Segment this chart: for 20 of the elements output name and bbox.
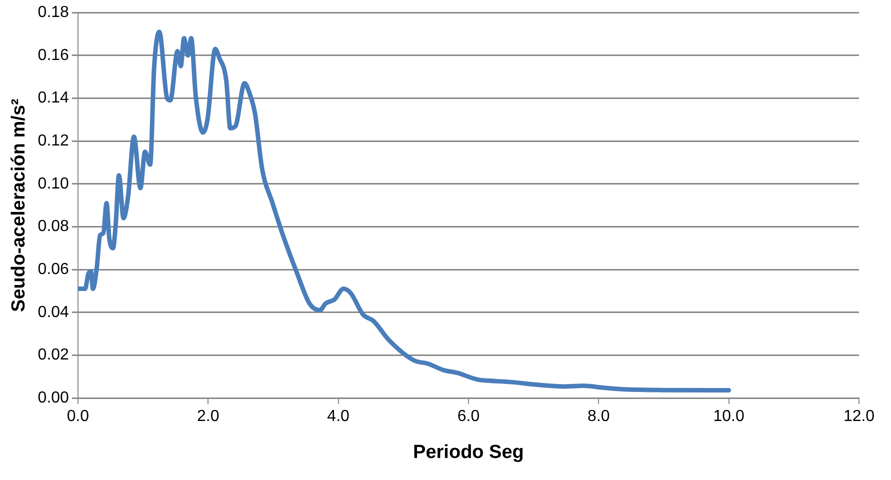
x-tick-label: 6.0 (457, 408, 480, 426)
x-tick-label: 2.0 (196, 408, 220, 426)
x-tick-label: 10.0 (713, 408, 744, 426)
x-tick-label: 0.0 (66, 408, 90, 426)
y-tick-label: 0.12 (38, 132, 70, 150)
y-tick-label: 0.06 (38, 260, 70, 278)
y-tick-label: 0.04 (38, 304, 70, 321)
x-tick-label: 8.0 (588, 408, 610, 426)
y-tick-label: 0.14 (38, 90, 70, 107)
y-tick-label: 0.18 (38, 4, 70, 22)
y-tick-label: 0.08 (38, 218, 70, 236)
y-tick-label: 0.00 (38, 389, 70, 406)
y-tick-label: 0.16 (38, 46, 70, 64)
y-tick-label: 0.10 (38, 175, 70, 192)
x-axis-title: Periodo Seg (413, 442, 524, 463)
x-tick-label: 12.0 (843, 408, 875, 426)
y-axis-title: Seudo-aceleración m/s² (8, 98, 30, 312)
x-tick-label: 4.0 (327, 408, 350, 426)
line-series (78, 30, 732, 393)
y-tick-label: 0.02 (38, 346, 70, 364)
